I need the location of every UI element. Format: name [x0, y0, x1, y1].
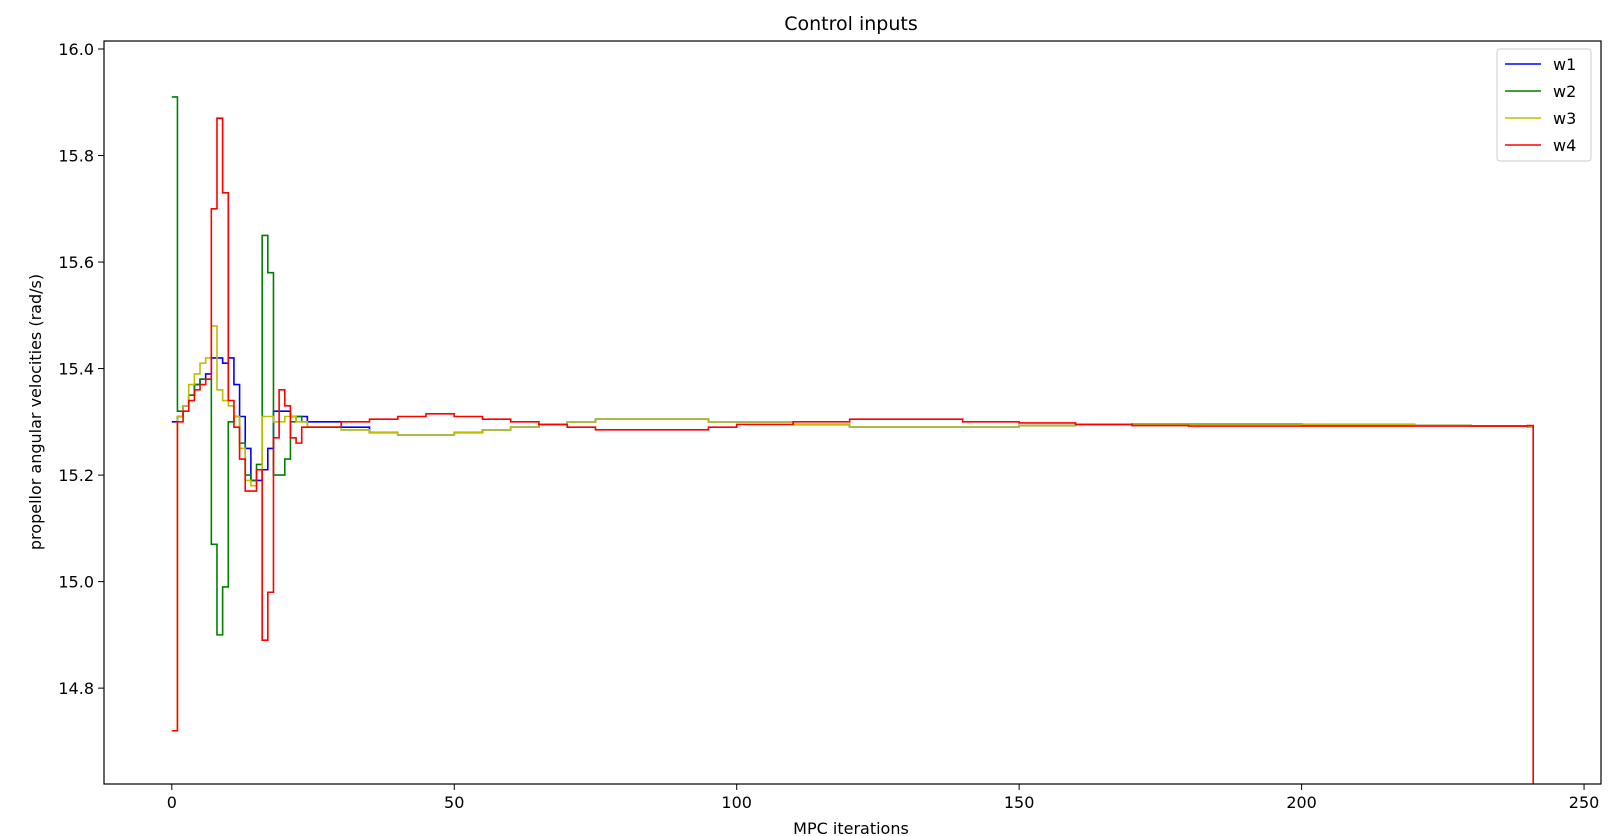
- x-axis: 0 50 100 150 200 250: [167, 784, 1600, 812]
- plot-area: [103, 40, 1602, 785]
- series-line-w4: [171, 117, 1535, 784]
- y-tick-label: 15.4: [58, 360, 94, 379]
- y-axis-label: propellor angular velocities (rad/s): [26, 274, 45, 550]
- series-line-w3: [171, 325, 1534, 732]
- legend-box: [1496, 48, 1592, 162]
- y-tick-label: 15.2: [58, 466, 94, 485]
- legend-label-w2: w2: [1553, 82, 1576, 101]
- x-tick-label: 150: [1004, 793, 1035, 812]
- legend-label-w4: w4: [1553, 136, 1576, 155]
- x-tick-label: 50: [444, 793, 464, 812]
- x-axis-label: MPC iterations: [793, 819, 909, 836]
- x-tick-label: 100: [721, 793, 752, 812]
- y-tick-label: 16.0: [58, 40, 94, 59]
- y-tick-label: 15.6: [58, 253, 94, 272]
- legend: w1 w2 w3 w4: [1496, 48, 1592, 162]
- chart-title: Control inputs: [784, 13, 918, 35]
- y-axis: 14.8 15.0 15.2 15.4 15.6 15.8 16.0: [58, 40, 104, 698]
- y-tick-label: 15.0: [58, 573, 94, 592]
- x-tick-label: 0: [167, 793, 177, 812]
- x-tick-label: 200: [1286, 793, 1317, 812]
- plot-frame: [103, 40, 1602, 785]
- legend-label-w1: w1: [1553, 55, 1576, 74]
- series-layer: [171, 96, 1535, 784]
- x-tick-label: 250: [1569, 793, 1600, 812]
- legend-label-w3: w3: [1553, 109, 1576, 128]
- y-tick-label: 15.8: [58, 147, 94, 166]
- y-tick-label: 14.8: [58, 679, 94, 698]
